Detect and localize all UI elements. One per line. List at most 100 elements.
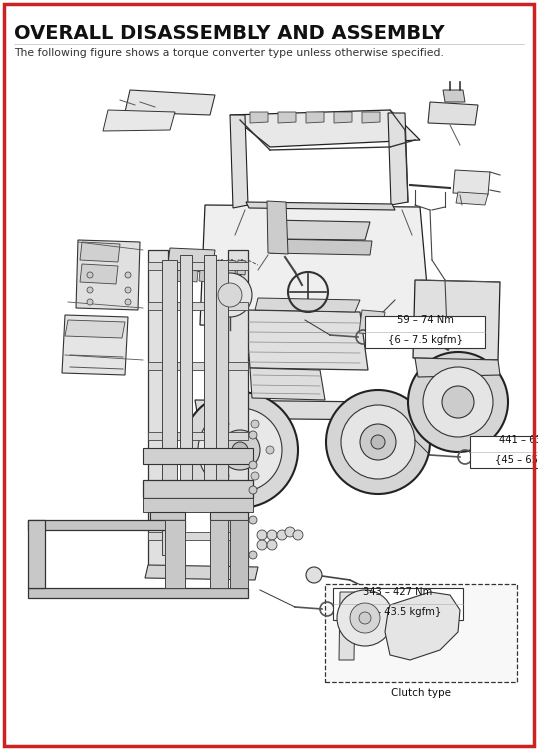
Polygon shape bbox=[145, 565, 258, 580]
Polygon shape bbox=[339, 592, 355, 660]
Circle shape bbox=[423, 367, 493, 437]
Polygon shape bbox=[148, 250, 168, 570]
Polygon shape bbox=[28, 588, 248, 598]
Polygon shape bbox=[180, 255, 192, 480]
Circle shape bbox=[249, 461, 257, 469]
Polygon shape bbox=[143, 480, 253, 498]
Circle shape bbox=[249, 551, 257, 559]
Bar bbox=[365, 316, 485, 348]
Polygon shape bbox=[103, 110, 175, 131]
Bar bbox=[325, 584, 517, 682]
Circle shape bbox=[337, 590, 393, 646]
Polygon shape bbox=[28, 520, 185, 530]
Polygon shape bbox=[148, 262, 248, 270]
Circle shape bbox=[87, 299, 93, 305]
Polygon shape bbox=[80, 242, 120, 262]
Polygon shape bbox=[334, 112, 352, 123]
Text: {6 – 7.5 kgfm}: {6 – 7.5 kgfm} bbox=[387, 335, 463, 345]
Polygon shape bbox=[187, 270, 198, 282]
Polygon shape bbox=[213, 260, 228, 555]
Circle shape bbox=[266, 446, 274, 454]
Text: 441 – 639 Nm: 441 – 639 Nm bbox=[499, 435, 538, 445]
Polygon shape bbox=[359, 310, 385, 335]
Circle shape bbox=[442, 386, 474, 418]
Text: OVERALL DISASSEMBLY AND ASSEMBLY: OVERALL DISASSEMBLY AND ASSEMBLY bbox=[14, 24, 444, 43]
Polygon shape bbox=[268, 239, 372, 255]
Polygon shape bbox=[228, 250, 248, 570]
Circle shape bbox=[208, 273, 252, 317]
Circle shape bbox=[249, 486, 257, 494]
Polygon shape bbox=[428, 102, 478, 125]
Polygon shape bbox=[385, 592, 460, 660]
Polygon shape bbox=[250, 368, 325, 400]
Polygon shape bbox=[267, 201, 288, 254]
Polygon shape bbox=[456, 192, 488, 205]
Circle shape bbox=[251, 472, 259, 480]
Circle shape bbox=[221, 420, 229, 428]
Polygon shape bbox=[278, 112, 296, 123]
Polygon shape bbox=[388, 113, 408, 205]
Circle shape bbox=[125, 287, 131, 293]
Polygon shape bbox=[174, 270, 185, 282]
Polygon shape bbox=[148, 532, 248, 540]
Polygon shape bbox=[143, 498, 253, 512]
Polygon shape bbox=[125, 90, 215, 115]
Polygon shape bbox=[150, 512, 185, 520]
Polygon shape bbox=[443, 90, 465, 102]
Circle shape bbox=[87, 272, 93, 278]
Circle shape bbox=[359, 612, 371, 624]
Bar bbox=[470, 436, 538, 468]
Circle shape bbox=[341, 405, 415, 479]
Polygon shape bbox=[165, 520, 185, 588]
Polygon shape bbox=[230, 110, 420, 147]
Circle shape bbox=[267, 530, 277, 540]
Circle shape bbox=[206, 446, 214, 454]
Polygon shape bbox=[413, 280, 500, 360]
Polygon shape bbox=[62, 315, 128, 375]
Circle shape bbox=[221, 472, 229, 480]
Circle shape bbox=[293, 530, 303, 540]
Polygon shape bbox=[255, 298, 360, 312]
Circle shape bbox=[125, 299, 131, 305]
Circle shape bbox=[125, 272, 131, 278]
Polygon shape bbox=[199, 270, 210, 282]
Polygon shape bbox=[245, 310, 368, 370]
Polygon shape bbox=[246, 202, 395, 210]
Circle shape bbox=[257, 540, 267, 550]
Polygon shape bbox=[227, 260, 236, 275]
Circle shape bbox=[249, 516, 257, 524]
Polygon shape bbox=[415, 358, 500, 377]
Polygon shape bbox=[230, 115, 248, 208]
Circle shape bbox=[251, 420, 259, 428]
Polygon shape bbox=[210, 512, 248, 520]
Polygon shape bbox=[65, 320, 125, 338]
Polygon shape bbox=[237, 260, 246, 275]
Polygon shape bbox=[148, 492, 248, 500]
Polygon shape bbox=[143, 448, 253, 464]
Circle shape bbox=[267, 540, 277, 550]
Text: 343 – 427 Nm: 343 – 427 Nm bbox=[363, 587, 433, 597]
Bar bbox=[333, 588, 463, 620]
Text: {35 – 43.5 kgfm}: {35 – 43.5 kgfm} bbox=[355, 607, 442, 617]
Circle shape bbox=[220, 430, 260, 470]
Text: 59 – 74 Nm: 59 – 74 Nm bbox=[397, 315, 454, 325]
Polygon shape bbox=[80, 264, 118, 284]
Circle shape bbox=[257, 530, 267, 540]
Circle shape bbox=[350, 603, 380, 633]
Circle shape bbox=[232, 442, 248, 458]
Circle shape bbox=[360, 424, 396, 460]
Polygon shape bbox=[76, 240, 140, 310]
Circle shape bbox=[285, 527, 295, 537]
Polygon shape bbox=[210, 520, 228, 588]
Circle shape bbox=[326, 390, 430, 494]
Polygon shape bbox=[167, 248, 215, 272]
Polygon shape bbox=[204, 255, 216, 480]
Polygon shape bbox=[250, 112, 268, 123]
Circle shape bbox=[182, 392, 298, 508]
Polygon shape bbox=[148, 302, 248, 310]
Polygon shape bbox=[270, 220, 370, 240]
Circle shape bbox=[277, 530, 287, 540]
Polygon shape bbox=[28, 520, 45, 588]
Polygon shape bbox=[362, 112, 380, 123]
Circle shape bbox=[87, 287, 93, 293]
